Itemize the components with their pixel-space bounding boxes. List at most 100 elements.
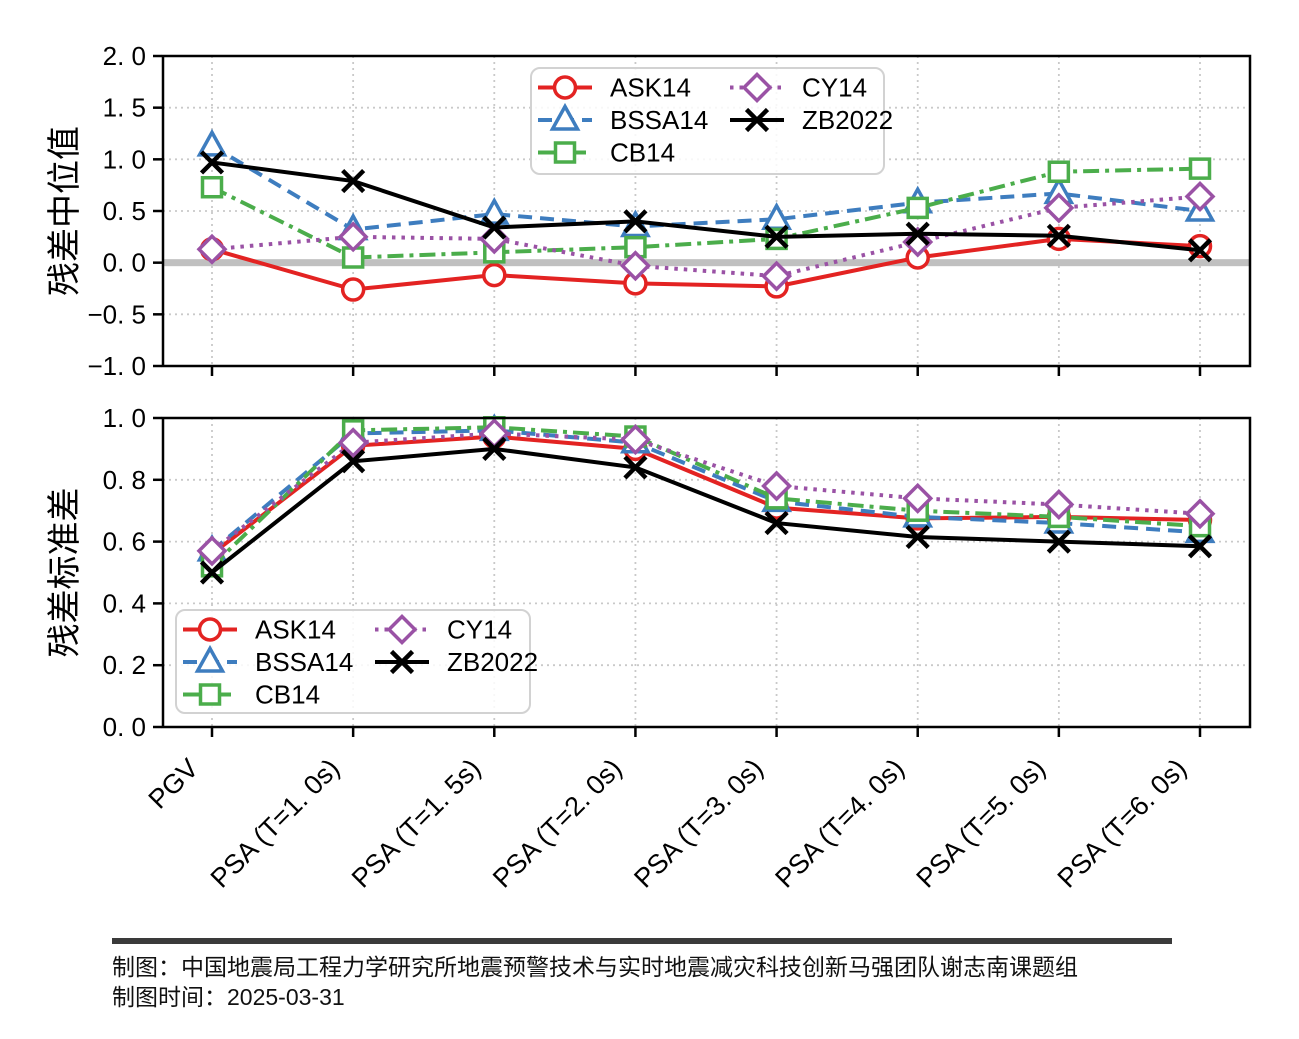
marker-diamond xyxy=(1184,498,1216,530)
legend-label: BSSA14 xyxy=(255,647,353,677)
legend-entry-CY14: CY14 xyxy=(730,72,867,103)
marker-x xyxy=(1046,223,1071,248)
y-tick-label: 0. 8 xyxy=(103,465,146,495)
marker-diamond xyxy=(619,424,651,456)
legend-entry-CY14: CY14 xyxy=(375,614,512,645)
y-tick-label: 1. 5 xyxy=(103,93,146,123)
marker-circle xyxy=(340,277,366,302)
y-axis-title: 残差标准差 xyxy=(46,488,84,658)
figure-footer: 制图：中国地震局工程力学研究所地震预警技术与实时地震减灾科技创新马强团队谢志南课… xyxy=(112,938,1174,1012)
marker-diamond xyxy=(196,535,228,567)
marker-triangle xyxy=(478,196,510,225)
series-ZB2022 xyxy=(199,436,1213,585)
marker-circle xyxy=(1187,233,1213,259)
legend-entry-BSSA14: BSSA14 xyxy=(538,102,708,135)
marker-x xyxy=(623,455,648,480)
subplot-median: 2. 0 1. 5 1. 0 0. 5 0. 0 −0. 5 −1. 0 残差中位值 ASK14… xyxy=(46,41,1252,381)
legend-entry-ASK14: ASK14 xyxy=(183,615,336,645)
tick-marks xyxy=(153,54,1202,376)
marker-triangle xyxy=(196,128,228,157)
y-tick-label: 0. 6 xyxy=(103,527,146,557)
x-tick-label: PSA (T=5. 0s) xyxy=(911,753,1052,894)
marker-square xyxy=(906,196,929,220)
marker-x xyxy=(1046,529,1071,554)
x-tick-label: PSA (T=1. 5s) xyxy=(346,753,487,894)
marker-x xyxy=(199,560,225,585)
marker-diamond xyxy=(337,221,369,253)
marker-diamond xyxy=(761,260,793,292)
marker-square xyxy=(553,141,577,164)
x-tick-label: PSA (T=4. 0s) xyxy=(769,753,910,894)
marker-diamond xyxy=(337,427,369,459)
y-axis-title: 残差中位值 xyxy=(46,126,84,296)
marker-x xyxy=(389,649,415,675)
axes-frame xyxy=(161,54,1252,368)
legend-label: BSSA14 xyxy=(610,105,708,135)
marker-x xyxy=(341,168,366,194)
y-tick-label: 0. 0 xyxy=(103,248,146,278)
legend-label: ZB2022 xyxy=(447,647,538,677)
marker-diamond xyxy=(1184,181,1216,213)
marker-triangle xyxy=(194,644,226,673)
marker-x xyxy=(905,524,930,550)
legend-entry-ZB2022: ZB2022 xyxy=(730,105,893,135)
tick-marks xyxy=(153,416,1202,737)
marker-diamond xyxy=(902,482,934,514)
x-tick-labels: PGV PSA (T=1. 0s) PSA (T=1. 5s) PSA (T=2. 0… xyxy=(143,753,1193,894)
marker-x xyxy=(764,510,789,536)
y-tick-labels: 2. 0 1. 5 1. 0 0. 5 0. 0 −0. 5 −1. 0 xyxy=(87,41,146,381)
y-tick-label: 1. 0 xyxy=(103,403,146,433)
series-CY14 xyxy=(196,417,1216,567)
axes-frame xyxy=(161,416,1252,729)
series-line-CB14 xyxy=(211,166,1201,260)
legend-entry-BSSA14: BSSA14 xyxy=(183,644,353,677)
zero-reference-band xyxy=(163,259,1250,267)
legend-label: CY14 xyxy=(802,73,867,103)
x-tick-label: PSA (T=6. 0s) xyxy=(1052,753,1193,894)
marker-triangle xyxy=(549,102,581,131)
marker-x xyxy=(623,209,648,234)
series-line-CB14 xyxy=(210,425,1201,568)
series-line-CY14 xyxy=(210,431,1201,553)
y-tick-label: 0. 2 xyxy=(103,650,146,680)
series-line-ZB2022 xyxy=(210,446,1201,575)
y-tick-label: 0. 0 xyxy=(103,712,146,742)
legend-label: CB14 xyxy=(610,138,675,168)
marker-x xyxy=(482,215,507,240)
marker-square xyxy=(198,683,222,706)
legend-label: ASK14 xyxy=(610,73,691,103)
footer-credit-line: 制图：中国地震局工程力学研究所地震预警技术与实时地震减灾科技创新马强团队谢志南课… xyxy=(112,954,1078,980)
y-tick-label: −0. 5 xyxy=(87,299,146,329)
x-tick-label: PSA (T=3. 0s) xyxy=(628,753,769,894)
y-tick-label: 2. 0 xyxy=(103,41,146,71)
marker-square xyxy=(1188,157,1212,180)
legend-entry-ZB2022: ZB2022 xyxy=(375,647,538,677)
series-line-CY14 xyxy=(211,194,1201,279)
marker-circle xyxy=(197,617,223,642)
series-ZB2022 xyxy=(199,150,1213,263)
marker-x xyxy=(482,436,507,461)
marker-diamond xyxy=(741,72,773,103)
footer-rule xyxy=(112,938,1172,944)
marker-diamond xyxy=(196,233,228,265)
marker-diamond xyxy=(386,614,418,645)
legend-entry-CB14: CB14 xyxy=(538,138,675,168)
marker-diamond xyxy=(619,250,651,282)
marker-x xyxy=(1187,238,1213,263)
marker-circle xyxy=(482,262,507,288)
footer-date-line: 制图时间：2025-03-31 xyxy=(112,984,345,1010)
legend-box xyxy=(175,609,531,714)
legend-label: CB14 xyxy=(255,680,320,710)
series-line-ASK14 xyxy=(210,434,1201,556)
marker-x xyxy=(341,449,366,474)
x-tick-label: PSA (T=2. 0s) xyxy=(487,753,628,894)
series-line-BSSA14 xyxy=(210,144,1201,232)
marker-x xyxy=(764,224,789,249)
y-tick-label: −1. 0 xyxy=(87,351,146,381)
legend-label: ASK14 xyxy=(255,615,336,645)
marker-square xyxy=(200,175,224,199)
